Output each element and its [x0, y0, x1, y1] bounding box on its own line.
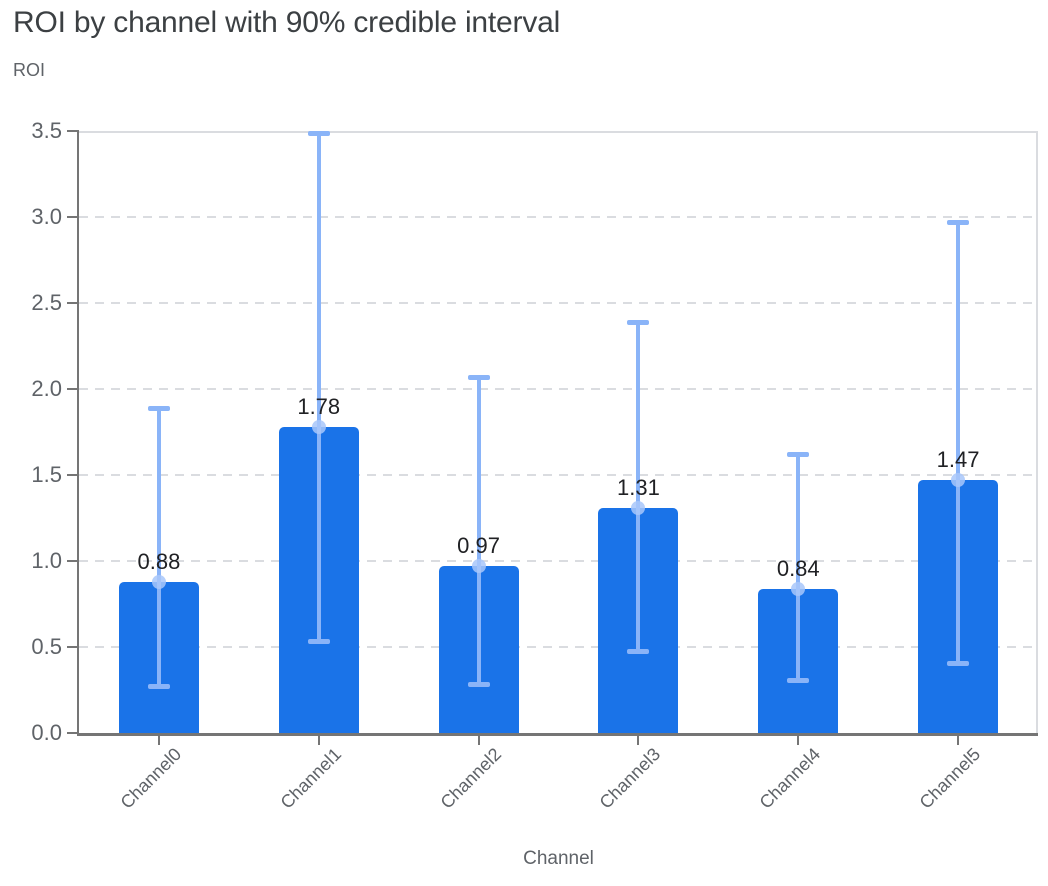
y-tick-label: 1.5 [31, 462, 62, 487]
y-axis-tick [67, 474, 79, 476]
bar-value-label: 1.47 [936, 447, 980, 473]
point-estimate-marker [951, 473, 966, 488]
y-axis-tick [67, 130, 79, 132]
y-tick-label: 3.5 [31, 118, 62, 143]
x-axis-tick [637, 735, 640, 745]
x-axis-line [77, 733, 1038, 736]
chart-title: ROI by channel with 90% credible interva… [13, 6, 561, 39]
point-estimate-marker [631, 500, 646, 515]
credible-interval-line [956, 222, 961, 665]
credible-interval-line [636, 321, 641, 653]
x-axis-tick [157, 735, 160, 745]
credible-interval-line [476, 376, 481, 685]
credible-interval-upper-cap [787, 452, 810, 458]
bar-value-label: 0.97 [457, 533, 500, 559]
y-tick-label: 0.0 [31, 720, 62, 745]
credible-interval-line [796, 454, 801, 682]
y-tick-label: 2.5 [31, 290, 62, 315]
y-axis-tick [67, 646, 79, 648]
bar-value-label: 1.78 [297, 393, 341, 419]
y-gridline [79, 646, 1038, 648]
credible-interval-lower-cap [627, 649, 650, 655]
y-axis-line [77, 131, 79, 735]
y-axis-tick [67, 560, 79, 562]
y-tick-label: 1.0 [31, 548, 62, 573]
y-gridline [79, 474, 1038, 476]
credible-interval-lower-cap [787, 678, 810, 684]
x-tick-label: Channel4 [755, 744, 825, 813]
credible-interval-lower-cap [307, 638, 330, 644]
y-gridline [79, 216, 1038, 218]
x-tick-label: Channel1 [276, 744, 345, 813]
y-tick-label: 2.0 [31, 376, 62, 401]
bar-value-label: 0.88 [137, 548, 181, 574]
x-tick-label: Channel3 [595, 744, 665, 813]
y-gridline [79, 302, 1038, 304]
credible-interval-lower-cap [947, 661, 970, 667]
point-estimate-marker [151, 574, 166, 589]
bar-value-label: 0.84 [776, 555, 820, 581]
credible-interval-line [156, 407, 161, 687]
y-tick-label: 3.0 [31, 204, 62, 229]
credible-interval-upper-cap [307, 130, 330, 136]
x-tick-label: Channel2 [436, 744, 505, 813]
y-gridline [79, 560, 1038, 562]
x-tick-label: Channel0 [116, 744, 186, 813]
credible-interval-upper-cap [947, 220, 970, 226]
plot-border-top [79, 131, 1038, 133]
y-axis-tick [67, 732, 79, 734]
point-estimate-marker [311, 419, 326, 434]
credible-interval-upper-cap [147, 405, 170, 411]
point-estimate-marker [471, 559, 486, 574]
x-axis-tick [797, 735, 800, 745]
bar-value-label: 1.31 [616, 474, 660, 500]
credible-interval-line [316, 132, 321, 642]
credible-interval-upper-cap [627, 319, 650, 325]
y-axis-tick [67, 216, 79, 218]
x-axis-tick [957, 735, 960, 745]
y-axis-title: ROI [13, 60, 46, 80]
plot-border-right [1036, 131, 1038, 733]
y-gridline [79, 388, 1038, 390]
x-axis-title: Channel [523, 848, 594, 869]
credible-interval-lower-cap [467, 681, 490, 687]
y-axis-tick [67, 302, 79, 304]
credible-interval-upper-cap [467, 374, 490, 380]
credible-interval-lower-cap [147, 683, 170, 689]
y-tick-label: 0.5 [31, 634, 62, 659]
x-axis-tick [317, 735, 320, 745]
point-estimate-marker [791, 581, 806, 596]
x-axis-tick [477, 735, 480, 745]
y-axis-tick [67, 388, 79, 390]
x-tick-label: Channel5 [915, 744, 985, 813]
